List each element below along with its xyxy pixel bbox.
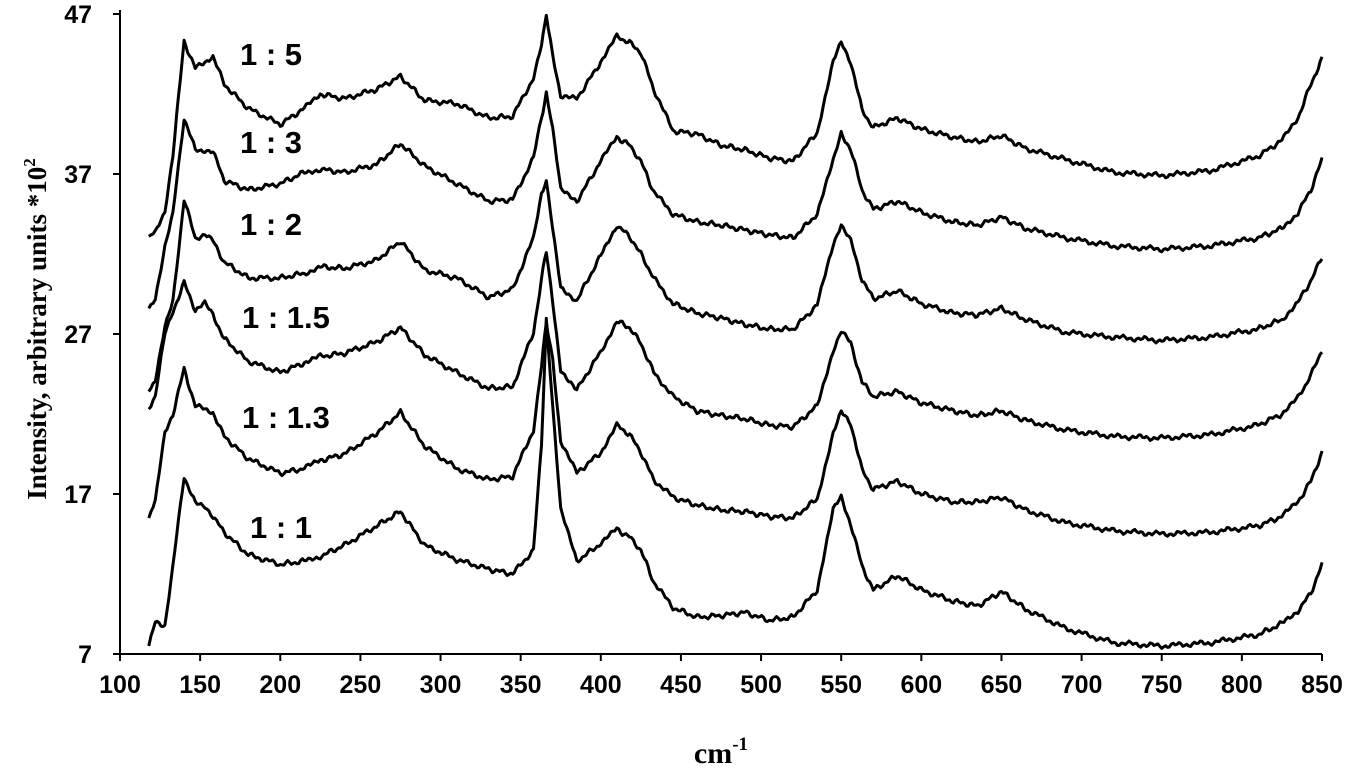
y-tick-label: 27	[64, 321, 92, 349]
x-axis-title-superscript: -1	[732, 734, 748, 755]
x-tick-label: 250	[340, 671, 382, 699]
x-axis-ticks: 100 150 200 250 300 350 400 450 500 550 600 650 700 7…	[99, 654, 1343, 699]
y-axis-ticks: 7 17 27 37 47	[64, 1, 120, 669]
series-line	[147, 251, 1324, 442]
series-label: 1 : 5	[240, 37, 302, 72]
series-label: 1 : 2	[240, 207, 302, 242]
y-tick-label: 47	[64, 1, 92, 29]
series-lines	[147, 13, 1324, 650]
plot-area: 1 : 5 1 : 3 1 : 2 1 : 1.5 1 : 1.3 1 : 1	[147, 13, 1324, 650]
x-tick-label: 500	[740, 671, 782, 699]
x-tick-label: 700	[1061, 671, 1103, 699]
x-tick-label: 100	[99, 671, 141, 699]
x-tick-label: 800	[1221, 671, 1263, 699]
series-label: 1 : 1	[250, 510, 312, 545]
series-label: 1 : 1.5	[242, 300, 330, 335]
x-tick-label: 850	[1301, 671, 1343, 699]
series-line	[147, 316, 1324, 650]
series-line	[147, 90, 1324, 310]
series-label: 1 : 1.3	[242, 400, 330, 435]
y-tick-label: 7	[78, 641, 92, 669]
x-tick-label: 300	[420, 671, 462, 699]
series-label: 1 : 3	[240, 125, 302, 160]
y-tick-label: 37	[64, 161, 92, 189]
x-tick-label: 750	[1141, 671, 1183, 699]
x-tick-label: 550	[820, 671, 862, 699]
x-axis-title: cm-1	[694, 734, 748, 770]
series-line	[147, 13, 1324, 238]
x-tick-label: 450	[660, 671, 702, 699]
x-tick-label: 200	[259, 671, 301, 699]
x-tick-label: 400	[580, 671, 622, 699]
series-line	[147, 179, 1324, 393]
x-tick-label: 650	[981, 671, 1023, 699]
y-axis-title-superscript: 2	[20, 158, 39, 167]
y-axis-title: Intensity, arbitrary units *102	[20, 158, 52, 500]
series-line	[147, 321, 1324, 538]
series-labels: 1 : 5 1 : 3 1 : 2 1 : 1.5 1 : 1.3 1 : 1	[240, 37, 330, 545]
x-tick-label: 150	[179, 671, 221, 699]
x-tick-label: 350	[500, 671, 542, 699]
y-axis-title-text: Intensity, arbitrary units *10	[22, 167, 52, 500]
y-tick-label: 17	[64, 481, 92, 509]
x-axis-title-text: cm	[694, 737, 732, 770]
x-tick-label: 600	[900, 671, 942, 699]
